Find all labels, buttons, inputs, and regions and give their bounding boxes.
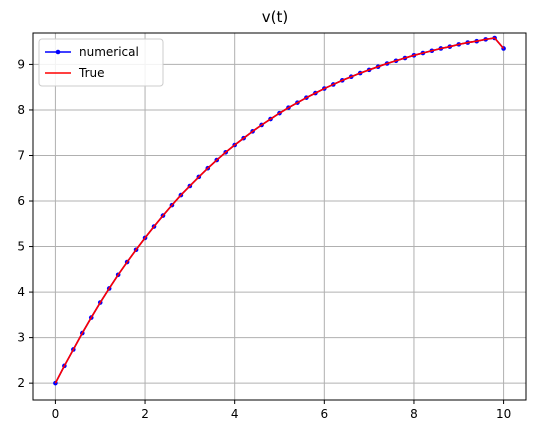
x-tick-label: 6 <box>320 407 328 421</box>
y-tick-label: 8 <box>17 103 25 117</box>
x-tick-label: 10 <box>496 407 511 421</box>
series-line-true <box>54 37 505 384</box>
y-tick-label: 4 <box>17 285 25 299</box>
x-tick-label: 8 <box>410 407 418 421</box>
legend-box <box>38 38 164 87</box>
legend-label-numerical: numerical <box>79 45 139 59</box>
legend-label-true: True <box>78 66 105 80</box>
y-tick-label: 3 <box>17 331 25 345</box>
y-tick-label: 7 <box>17 148 25 162</box>
y-tick-label: 5 <box>17 240 25 254</box>
y-tick-label: 2 <box>17 376 25 390</box>
axes-frame <box>32 32 527 401</box>
x-tick-label: 4 <box>231 407 239 421</box>
legend-marker-numerical <box>55 49 61 55</box>
legend: numerical True <box>38 38 164 87</box>
x-tick-label: 2 <box>141 407 149 421</box>
x-axis: 0 2 4 6 8 10 <box>52 400 511 421</box>
y-tick-label: 6 <box>17 194 25 208</box>
chart-title: v(t) <box>262 8 288 26</box>
y-tick-label: 9 <box>17 57 25 71</box>
y-axis: 2 3 4 5 6 7 8 9 <box>17 57 33 390</box>
series-layer <box>53 35 506 386</box>
x-tick-label: 0 <box>52 407 60 421</box>
grid-lines <box>33 33 526 400</box>
